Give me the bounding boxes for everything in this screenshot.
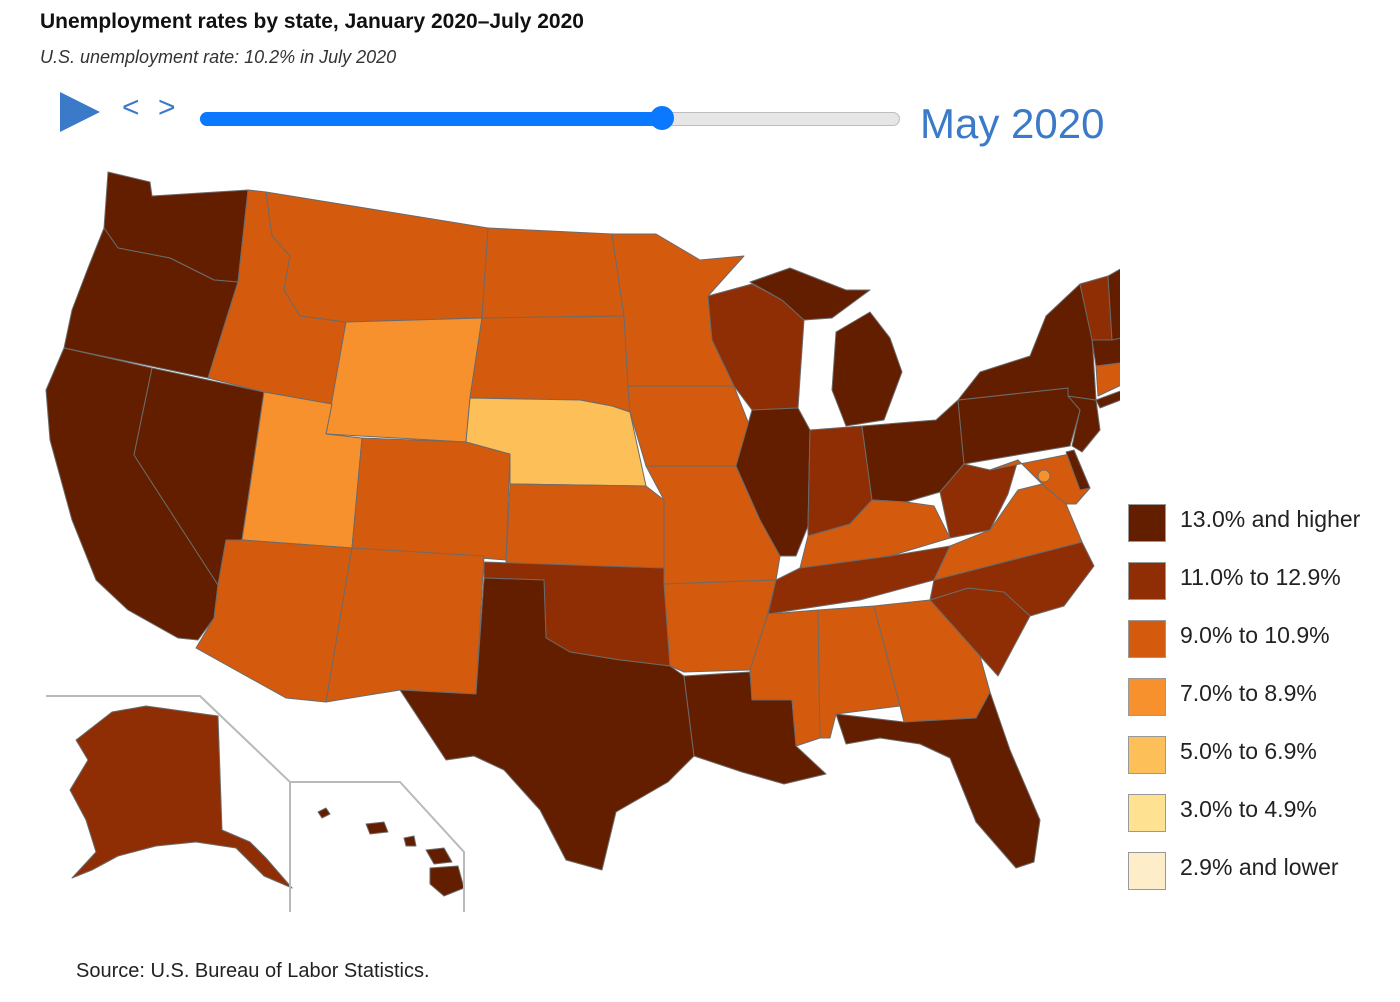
state-mi[interactable] (749, 267, 903, 427)
legend-swatch (1128, 678, 1166, 716)
state-fl[interactable] (835, 691, 1041, 869)
state-wy[interactable] (325, 317, 483, 443)
state-ia[interactable] (627, 385, 753, 467)
legend-item: 13.0% and higher (1128, 500, 1398, 558)
slider-fill (200, 112, 662, 126)
legend-label: 5.0% to 6.9% (1180, 738, 1317, 764)
state-nc[interactable] (929, 541, 1095, 617)
legend-swatch (1128, 852, 1166, 890)
state-hi[interactable] (317, 807, 465, 897)
legend-swatch (1128, 794, 1166, 832)
state-wv[interactable] (939, 459, 1019, 539)
state-ks[interactable] (505, 483, 665, 569)
state-nm[interactable] (325, 547, 485, 703)
state-mt[interactable] (265, 191, 489, 323)
previous-month-button[interactable]: < (122, 91, 140, 124)
state-ak[interactable] (69, 705, 293, 889)
legend-item: 9.0% to 10.9% (1128, 616, 1398, 674)
legend-swatch (1128, 504, 1166, 542)
legend-item: 2.9% and lower (1128, 848, 1398, 906)
legend-label: 11.0% to 12.9% (1180, 564, 1341, 590)
play-button[interactable] (58, 90, 102, 134)
state-tx[interactable] (399, 577, 695, 871)
legend-swatch (1128, 736, 1166, 774)
state-il[interactable] (735, 407, 811, 557)
legend-swatch (1128, 562, 1166, 600)
legend-label: 7.0% to 8.9% (1180, 680, 1317, 706)
inset-borders (46, 695, 465, 912)
chart-subtitle: U.S. unemployment rate: 10.2% in July 20… (40, 47, 397, 67)
legend-label: 13.0% and higher (1180, 506, 1361, 532)
legend-item: 7.0% to 8.9% (1128, 674, 1398, 732)
legend-label: 9.0% to 10.9% (1180, 622, 1330, 648)
legend-label: 3.0% to 4.9% (1180, 796, 1317, 822)
legend-swatch (1128, 620, 1166, 658)
legend-item: 11.0% to 12.9% (1128, 558, 1398, 616)
current-month-label: May 2020 (920, 100, 1105, 147)
state-ct[interactable] (1095, 362, 1120, 397)
month-slider[interactable] (200, 106, 900, 130)
state-sd[interactable] (469, 315, 631, 413)
state-dc[interactable] (1037, 469, 1051, 483)
slider-thumb[interactable] (650, 106, 674, 130)
chart-title: Unemployment rates by state, January 202… (40, 10, 584, 33)
legend-item: 3.0% to 4.9% (1128, 790, 1398, 848)
legend-label: 2.9% and lower (1180, 854, 1339, 880)
play-icon (60, 92, 100, 132)
state-nd[interactable] (481, 227, 625, 319)
state-nh[interactable] (1107, 268, 1120, 341)
state-co[interactable] (351, 437, 511, 561)
timeline-controls: < > May 2020 (58, 88, 1138, 158)
legend-item: 5.0% to 6.9% (1128, 732, 1398, 790)
legend: 13.0% and higher 11.0% to 12.9% 9.0% to 10… (1128, 500, 1398, 906)
us-map (45, 171, 1120, 912)
state-ma[interactable] (1091, 334, 1120, 374)
next-month-button[interactable]: > (158, 91, 176, 124)
state-de[interactable] (1065, 449, 1091, 491)
source-note: Source: U.S. Bureau of Labor Statistics. (76, 960, 430, 982)
state-pa[interactable] (957, 387, 1081, 465)
